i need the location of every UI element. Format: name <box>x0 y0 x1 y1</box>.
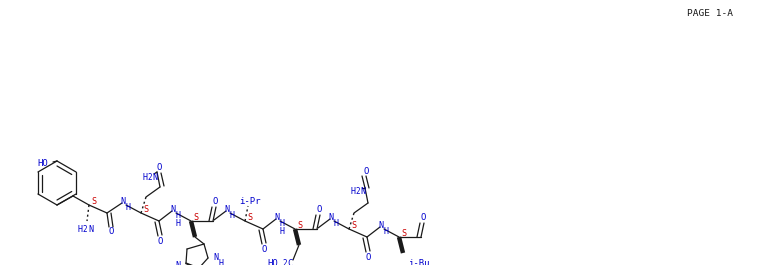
Text: 2: 2 <box>282 259 287 265</box>
Text: O: O <box>156 162 161 171</box>
Text: PAGE 1-A: PAGE 1-A <box>687 10 733 19</box>
Text: N: N <box>379 220 383 229</box>
Text: S: S <box>248 213 252 222</box>
Text: S: S <box>297 220 303 229</box>
Text: O: O <box>365 253 371 262</box>
Text: i-Bu: i-Bu <box>408 258 430 265</box>
Text: H: H <box>334 219 338 228</box>
Text: H: H <box>126 204 130 213</box>
Text: i-Pr: i-Pr <box>239 197 261 205</box>
Text: N: N <box>328 213 334 222</box>
Text: H: H <box>351 187 355 196</box>
Text: N: N <box>213 254 219 263</box>
Text: N: N <box>88 226 93 235</box>
Text: O: O <box>158 236 163 245</box>
Text: N: N <box>120 197 126 205</box>
Text: S: S <box>92 197 96 205</box>
Text: C: C <box>287 259 293 265</box>
Text: 2: 2 <box>147 173 152 182</box>
Text: N: N <box>171 205 175 214</box>
Text: H: H <box>78 226 82 235</box>
Text: N: N <box>275 213 279 222</box>
Text: H: H <box>383 227 389 236</box>
Text: O: O <box>109 227 114 236</box>
Text: H: H <box>143 173 147 182</box>
Text: H: H <box>279 219 285 228</box>
Text: H: H <box>230 211 234 220</box>
Text: 2: 2 <box>355 187 360 196</box>
Text: HO: HO <box>267 259 278 265</box>
Text: O: O <box>213 197 218 206</box>
Text: S: S <box>193 213 199 222</box>
Text: N: N <box>224 205 230 214</box>
Text: H: H <box>175 219 181 227</box>
Text: O: O <box>317 205 322 214</box>
Text: N: N <box>361 187 365 196</box>
Text: O: O <box>421 214 426 223</box>
Text: S: S <box>401 228 407 237</box>
Text: S: S <box>352 220 356 229</box>
Text: N: N <box>153 173 158 182</box>
Text: O: O <box>363 166 369 175</box>
Text: S: S <box>144 205 148 214</box>
Text: N: N <box>175 260 181 265</box>
Text: HO: HO <box>37 160 48 169</box>
Text: O: O <box>262 245 267 254</box>
Text: H: H <box>279 227 285 236</box>
Text: H: H <box>219 259 223 265</box>
Text: H: H <box>175 211 181 220</box>
Text: 2: 2 <box>83 226 88 235</box>
